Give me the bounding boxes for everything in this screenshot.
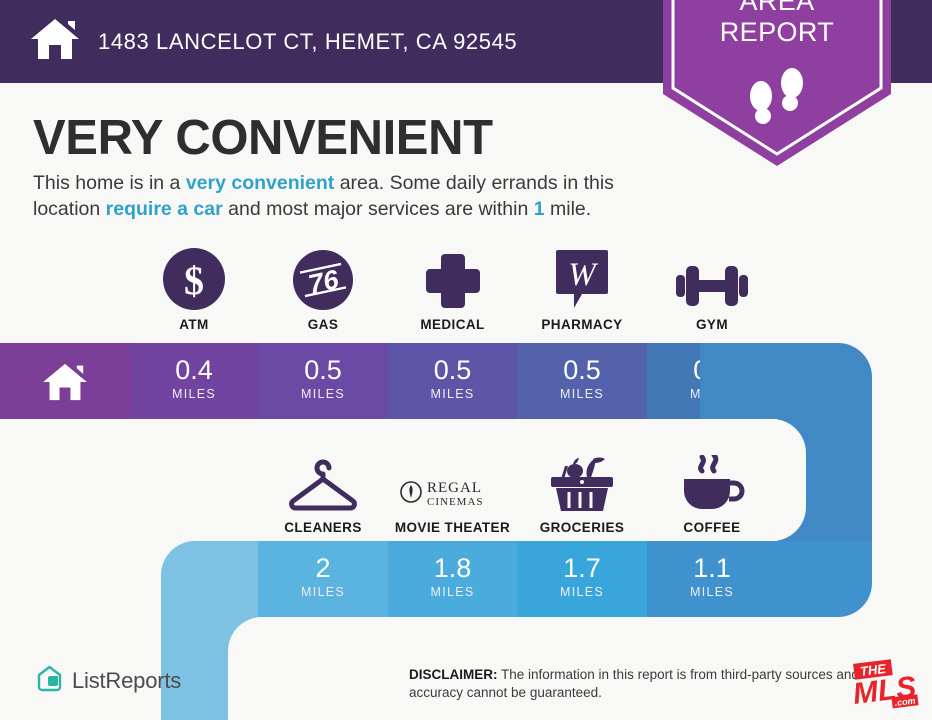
- amenity-label: GYM: [696, 317, 728, 332]
- distance-unit: MILES: [300, 387, 345, 401]
- amenity-movie-theater: REGAL CINEMAS MOVIE THEATER: [388, 455, 517, 535]
- distance-value: 1.1: [693, 553, 731, 583]
- svg-text:$: $: [184, 258, 204, 303]
- ribbon-left-connector-cap: [161, 541, 258, 617]
- the-mls-com-logo: THE MLS .com: [846, 658, 926, 714]
- amenity-pharmacy: W PHARMACY: [517, 250, 647, 332]
- ribbon-cutout-footer: [228, 617, 932, 720]
- ribbon-cutout-middle: [0, 419, 806, 541]
- dumbbell-icon: [647, 252, 777, 310]
- distance-unit: MILES: [559, 585, 604, 599]
- property-address: 1483 LANCELOT CT, HEMET, CA 92545: [98, 28, 518, 54]
- distance-unit: MILES: [300, 585, 345, 599]
- amenity-gym: GYM: [647, 252, 777, 332]
- distance-unit: MILES: [430, 585, 475, 599]
- svg-text:REGAL: REGAL: [427, 480, 482, 496]
- amenity-label: GAS: [307, 317, 339, 332]
- home-icon: [0, 362, 130, 407]
- amenity-gas: 76 GAS: [258, 250, 388, 332]
- hanger-icon: [258, 455, 388, 513]
- svg-text:W: W: [568, 257, 598, 293]
- distance-cell-cleaners: 2 MILES: [258, 541, 388, 617]
- amenity-label: MEDICAL: [420, 317, 485, 332]
- distance-cell-groceries: 1.7 MILES: [517, 541, 647, 617]
- amenity-cleaners: CLEANERS: [258, 455, 388, 535]
- listreports-logo-icon: [36, 665, 63, 697]
- listreports-brand-name: ListReports: [72, 668, 182, 693]
- summary-highlight-3: 1: [533, 198, 545, 220]
- ribbon-right-tail: [777, 541, 872, 617]
- summary-text: This home is in a very convenient area. …: [33, 170, 663, 222]
- gas-76-icon: 76: [258, 250, 388, 310]
- distance-value: 2: [315, 553, 331, 583]
- page-title: VERY CONVENIENT: [33, 111, 493, 165]
- distance-cell-pharmacy: 0.5 MILES: [517, 343, 647, 419]
- summary-highlight-1: very convenient: [185, 172, 335, 194]
- amenity-atm: $ ATM: [130, 248, 258, 332]
- listreports-brand[interactable]: ListReports: [36, 665, 181, 697]
- summary-part-3: and most major services are within: [222, 198, 534, 220]
- medical-cross-icon: [388, 252, 517, 310]
- disclaimer-label: DISCLAIMER:: [409, 667, 498, 682]
- distance-value: 0.5: [304, 355, 342, 385]
- dollar-circle-icon: $: [130, 248, 258, 310]
- regal-cinemas-icon: REGAL CINEMAS: [388, 455, 517, 513]
- svg-text:.com: .com: [894, 696, 916, 708]
- summary-highlight-2: require a car: [105, 198, 223, 220]
- distance-unit: MILES: [559, 387, 604, 401]
- distance-value: 0.4: [175, 355, 213, 385]
- distance-cell-atm: 0.4 MILES: [130, 343, 258, 419]
- amenity-coffee: COFFEE: [647, 455, 777, 535]
- distance-cell-coffee: 1.1 MILES: [647, 541, 777, 617]
- distance-cell-movie-theater: 1.8 MILES: [388, 541, 517, 617]
- footprints-icon: [750, 68, 803, 124]
- summary-part-2: area. Some daily errands in this locatio…: [33, 172, 614, 220]
- distance-unit: MILES: [171, 387, 216, 401]
- distance-ribbon: 0.4 MILES 0.5 MILES 0.5 MILES 0.5 MILES …: [0, 343, 932, 720]
- distance-value: 1.8: [433, 553, 472, 583]
- grocery-basket-icon: [517, 455, 647, 513]
- area-report-badge: AREA REPORT: [663, 0, 891, 166]
- coffee-cup-icon: [647, 455, 777, 513]
- svg-text:CINEMAS: CINEMAS: [427, 496, 484, 508]
- distance-cell-medical: 0.5 MILES: [388, 343, 517, 419]
- disclaimer-text: The information in this report is from t…: [409, 667, 859, 700]
- distance-value: 0.5: [563, 355, 601, 385]
- header-content: 1483 LANCELOT CT, HEMET, CA 92545: [30, 0, 517, 83]
- svg-text:THE: THE: [859, 661, 887, 679]
- distance-cell-gas: 0.5 MILES: [258, 343, 388, 419]
- amenity-label: CLEANERS: [284, 520, 362, 535]
- home-icon: [30, 17, 80, 66]
- amenity-label: COFFEE: [683, 520, 741, 535]
- disclaimer: DISCLAIMER: The information in this repo…: [409, 666, 879, 702]
- summary-part-4: mile.: [544, 198, 592, 220]
- ribbon-home-cell: [0, 343, 130, 419]
- distance-value: 1.7: [563, 553, 601, 583]
- distance-unit: MILES: [430, 387, 475, 401]
- amenity-groceries: GROCERIES: [517, 455, 647, 535]
- distance-unit: MILES: [689, 585, 734, 599]
- amenity-label: ATM: [179, 317, 209, 332]
- ribbon-right-connector-top: [700, 343, 777, 419]
- amenity-label: PHARMACY: [541, 317, 623, 332]
- walgreens-w-icon: W: [517, 250, 647, 310]
- distance-value: 0.5: [433, 355, 472, 385]
- amenity-medical: MEDICAL: [388, 252, 517, 332]
- summary-part-1: This home is in a: [33, 172, 186, 194]
- amenity-label: GROCERIES: [539, 520, 625, 535]
- amenity-label: MOVIE THEATER: [394, 520, 511, 535]
